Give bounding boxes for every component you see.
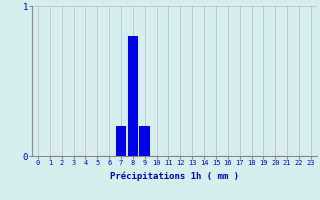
Bar	[128, 36, 138, 156]
X-axis label: Précipitations 1h ( mm ): Précipitations 1h ( mm )	[110, 172, 239, 181]
Bar	[116, 126, 126, 156]
Bar	[140, 126, 150, 156]
